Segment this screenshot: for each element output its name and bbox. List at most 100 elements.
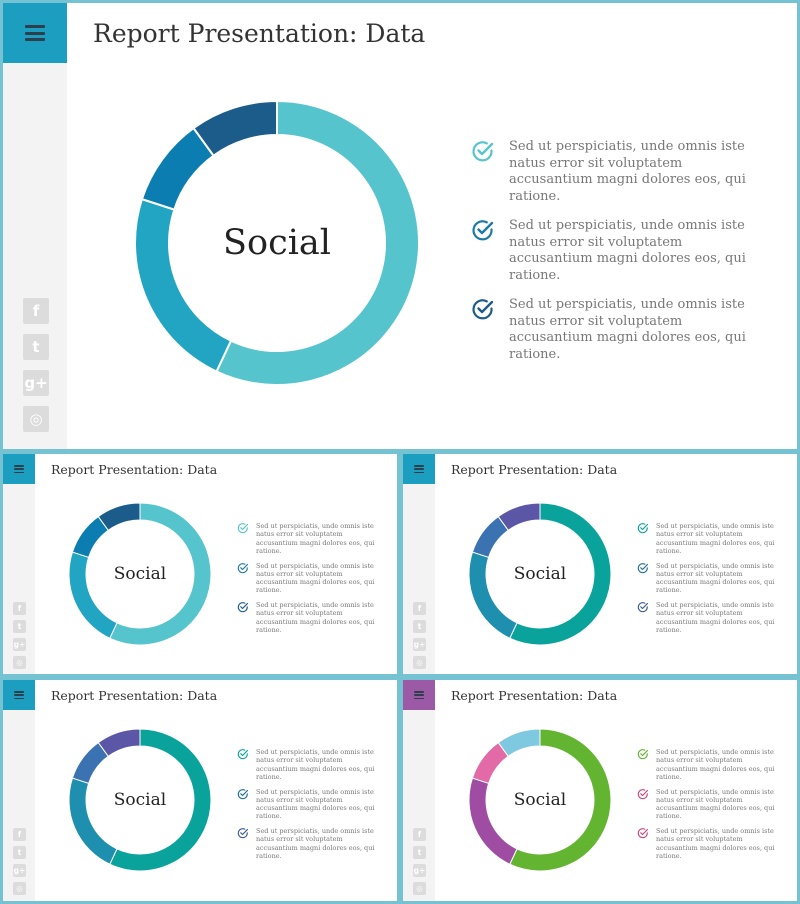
instagram-icon[interactable]: ◎ [13,655,26,669]
social-icons: f t g+ ◎ [13,601,26,669]
donut-chart [134,99,420,386]
bullet-text: Sed ut perspiciatis, unde omnis iste nat… [656,561,775,595]
instagram-icon[interactable]: ◎ [13,881,26,895]
bullet-text: Sed ut perspiciatis, unde omnis iste nat… [256,601,375,634]
donut-segment [215,99,420,386]
bullet-item: Sed ut perspiciatis, unde omnis iste nat… [637,522,787,555]
bullet-list: Sed ut perspiciatis, unde omnis iste nat… [237,522,387,637]
social-icons: f t g+ ◎ [413,827,426,895]
facebook-icon[interactable]: f [413,827,426,841]
slide-title: Report Presentation: Data [51,462,218,477]
donut-segment [509,728,612,872]
bullet-list: Sed ut perspiciatis, unde omnis iste nat… [637,522,787,637]
menu-button[interactable] [403,680,435,710]
google-plus-icon[interactable]: g+ [23,370,49,396]
donut-segment [109,502,212,646]
bullet-text: Sed ut perspiciatis, unde omnis iste nat… [656,522,775,555]
twitter-icon[interactable]: t [23,334,49,360]
check-circle-icon [237,562,249,573]
bullet-item: Sed ut perspiciatis, unde omnis iste nat… [237,561,387,595]
instagram-icon[interactable]: ◎ [413,655,426,669]
menu-button[interactable] [403,454,435,484]
donut-center-label: Social [513,564,567,584]
check-circle-icon [237,828,249,839]
donut-center-label: Social [113,564,167,584]
google-plus-icon[interactable]: g+ [413,637,426,651]
hamburger-icon [14,691,24,699]
hamburger-icon [414,691,424,699]
bullet-text: Sed ut perspiciatis, unde omnis iste nat… [509,218,746,283]
instagram-icon[interactable]: ◎ [23,406,49,432]
donut-chart [468,502,612,646]
facebook-icon[interactable]: f [13,827,26,841]
bullet-text: Sed ut perspiciatis, unde omnis iste nat… [256,748,375,781]
donut-chart [468,728,612,872]
bullet-list: Sed ut perspiciatis, unde omnis iste nat… [237,748,387,863]
hamburger-icon [25,25,45,41]
bullet-text: Sed ut perspiciatis, unde omnis iste nat… [656,827,775,860]
donut-segment [497,502,541,532]
bullet-text: Sed ut perspiciatis, unde omnis iste nat… [509,297,746,362]
social-icons: f t g+ ◎ [23,298,49,432]
check-circle-icon [237,523,249,534]
bullet-text: Sed ut perspiciatis, unde omnis iste nat… [656,601,775,634]
google-plus-icon[interactable]: g+ [13,637,26,651]
bullet-text: Sed ut perspiciatis, unde omnis iste nat… [256,561,375,595]
slide-thumbnail[interactable]: Report Presentation: Data f t g+ ◎ Social Sed … [400,451,800,677]
bullet-item: Sed ut perspiciatis, unde omnis iste nat… [637,601,787,634]
bullet-text: Sed ut perspiciatis, unde omnis iste nat… [256,522,375,555]
bullet-item: Sed ut perspiciatis, unde omnis iste nat… [237,827,387,860]
social-icons: f t g+ ◎ [413,601,426,669]
menu-button[interactable] [3,680,35,710]
donut-segment [97,728,141,758]
check-circle-icon [637,749,649,760]
twitter-icon[interactable]: t [413,845,426,859]
bullet-text: Sed ut perspiciatis, unde omnis iste nat… [256,827,375,860]
donut-center-label: Social [223,223,331,263]
donut-chart [68,728,212,872]
donut-center-label: Social [113,790,167,810]
bullet-item: Sed ut perspiciatis, unde omnis iste nat… [237,748,387,781]
slide-thumbnail[interactable]: Report Presentation: Data f t g+ ◎ Social Sed … [400,677,800,904]
main-slide: Report Presentation: Data f t g+ ◎ Social Sed … [0,0,800,452]
menu-button[interactable] [3,3,67,63]
bullet-text: Sed ut perspiciatis, unde omnis iste nat… [256,787,375,821]
donut-segment [509,502,612,646]
slide-thumbnail[interactable]: Report Presentation: Data f t g+ ◎ Social Sed … [0,677,400,904]
bullet-text: Sed ut perspiciatis, unde omnis iste nat… [509,139,746,204]
facebook-icon[interactable]: f [413,601,426,615]
check-circle-icon [637,562,649,573]
check-circle-icon [472,220,494,241]
left-rail [3,454,35,674]
bullet-item: Sed ut perspiciatis, unde omnis iste nat… [637,827,787,860]
check-circle-icon [237,788,249,799]
bullet-item: Sed ut perspiciatis, unde omnis iste nat… [471,139,771,204]
bullet-item: Sed ut perspiciatis, unde omnis iste nat… [637,748,787,781]
facebook-icon[interactable]: f [23,298,49,324]
bullet-item: Sed ut perspiciatis, unde omnis iste nat… [637,788,787,820]
donut-center-label: Social [513,790,567,810]
twitter-icon[interactable]: t [413,619,426,633]
twitter-icon[interactable]: t [13,619,26,633]
check-circle-icon [472,299,494,320]
google-plus-icon[interactable]: g+ [13,863,26,877]
bullet-list: Sed ut perspiciatis, unde omnis iste nat… [471,139,771,369]
check-circle-icon [237,749,249,760]
check-circle-icon [237,602,249,613]
google-plus-icon[interactable]: g+ [413,863,426,877]
bullet-list: Sed ut perspiciatis, unde omnis iste nat… [637,748,787,863]
facebook-icon[interactable]: f [13,601,26,615]
slide-title: Report Presentation: Data [93,19,426,48]
donut-segment [109,728,212,872]
twitter-icon[interactable]: t [13,845,26,859]
bullet-item: Sed ut perspiciatis, unde omnis iste nat… [237,787,387,821]
hamburger-icon [14,465,24,473]
bullet-item: Sed ut perspiciatis, unde omnis iste nat… [471,218,771,283]
donut-segment [97,502,141,532]
slide-thumbnail[interactable]: Report Presentation: Data f t g+ ◎ Social Sed … [0,451,400,677]
bullet-text: Sed ut perspiciatis, unde omnis iste nat… [656,748,775,781]
slide-title: Report Presentation: Data [51,688,218,703]
hamburger-icon [414,465,424,473]
instagram-icon[interactable]: ◎ [413,881,426,895]
menu-button[interactable] [3,454,35,484]
